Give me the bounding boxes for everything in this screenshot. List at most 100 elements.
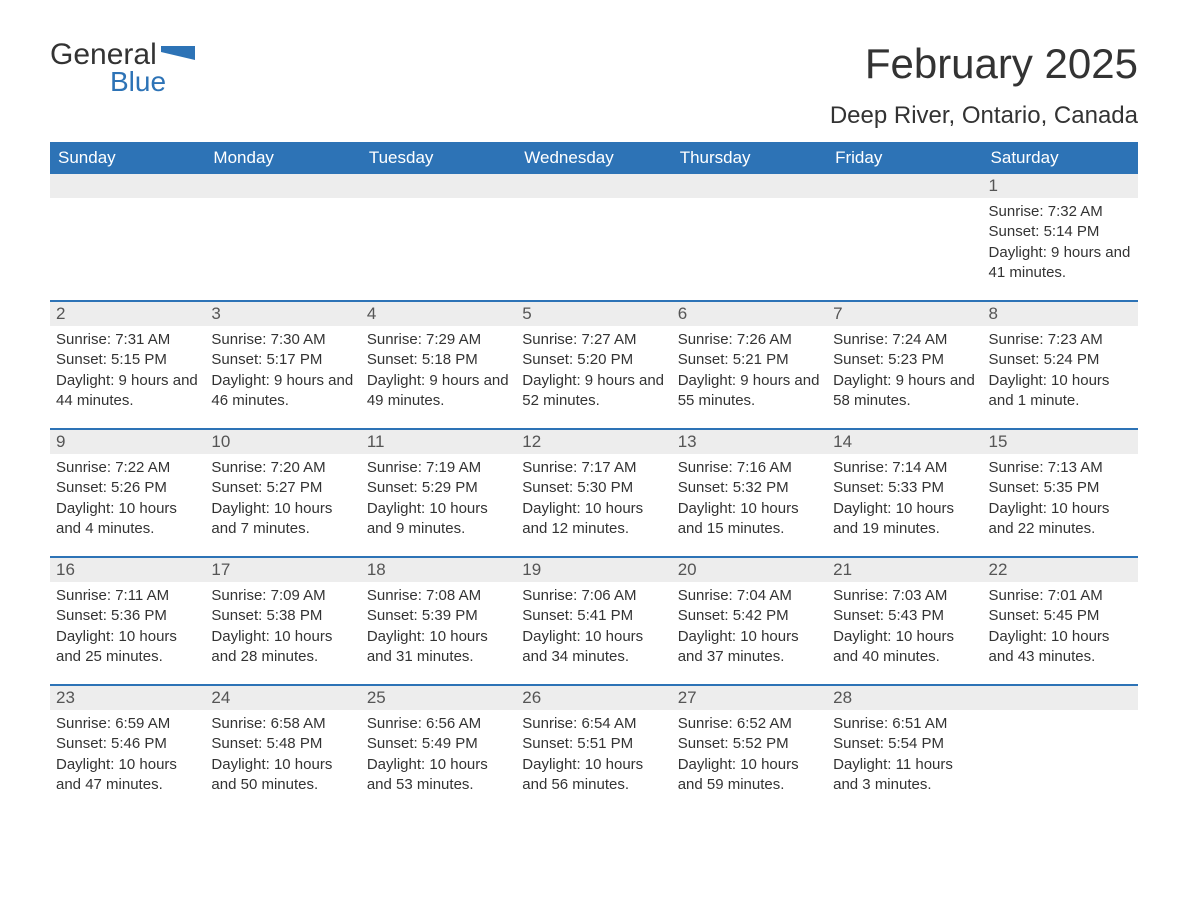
sunset-text: Sunset: 5:39 PM bbox=[367, 606, 510, 626]
day-details: Sunrise: 7:11 AMSunset: 5:36 PMDaylight:… bbox=[50, 582, 205, 677]
day-number: 27 bbox=[672, 686, 827, 710]
day-number: 26 bbox=[516, 686, 671, 710]
flag-icon bbox=[161, 44, 195, 66]
day-cell: 25Sunrise: 6:56 AMSunset: 5:49 PMDayligh… bbox=[361, 686, 516, 812]
day-cell bbox=[50, 174, 205, 300]
sunset-text: Sunset: 5:38 PM bbox=[211, 606, 354, 626]
sunset-text: Sunset: 5:33 PM bbox=[833, 478, 976, 498]
day-details: Sunrise: 7:04 AMSunset: 5:42 PMDaylight:… bbox=[672, 582, 827, 677]
sunrise-text: Sunrise: 7:19 AM bbox=[367, 458, 510, 478]
day-number bbox=[516, 174, 671, 198]
week-row: 2Sunrise: 7:31 AMSunset: 5:15 PMDaylight… bbox=[50, 300, 1138, 428]
day-cell: 22Sunrise: 7:01 AMSunset: 5:45 PMDayligh… bbox=[983, 558, 1138, 684]
day-cell: 19Sunrise: 7:06 AMSunset: 5:41 PMDayligh… bbox=[516, 558, 671, 684]
day-cell bbox=[516, 174, 671, 300]
weekday-header: Sunday bbox=[50, 142, 205, 174]
day-number: 8 bbox=[983, 302, 1138, 326]
week-row: 9Sunrise: 7:22 AMSunset: 5:26 PMDaylight… bbox=[50, 428, 1138, 556]
daylight-text: Daylight: 10 hours and 50 minutes. bbox=[211, 755, 354, 796]
day-cell bbox=[672, 174, 827, 300]
sunset-text: Sunset: 5:29 PM bbox=[367, 478, 510, 498]
sunrise-text: Sunrise: 7:16 AM bbox=[678, 458, 821, 478]
daylight-text: Daylight: 10 hours and 59 minutes. bbox=[678, 755, 821, 796]
sunrise-text: Sunrise: 7:20 AM bbox=[211, 458, 354, 478]
sunrise-text: Sunrise: 7:08 AM bbox=[367, 586, 510, 606]
day-details: Sunrise: 7:24 AMSunset: 5:23 PMDaylight:… bbox=[827, 326, 982, 421]
sunset-text: Sunset: 5:17 PM bbox=[211, 350, 354, 370]
sunset-text: Sunset: 5:21 PM bbox=[678, 350, 821, 370]
daylight-text: Daylight: 10 hours and 47 minutes. bbox=[56, 755, 199, 796]
daylight-text: Daylight: 9 hours and 58 minutes. bbox=[833, 371, 976, 412]
weekday-header: Thursday bbox=[672, 142, 827, 174]
day-number: 18 bbox=[361, 558, 516, 582]
daylight-text: Daylight: 10 hours and 28 minutes. bbox=[211, 627, 354, 668]
sunset-text: Sunset: 5:27 PM bbox=[211, 478, 354, 498]
day-details: Sunrise: 7:16 AMSunset: 5:32 PMDaylight:… bbox=[672, 454, 827, 549]
day-details: Sunrise: 7:26 AMSunset: 5:21 PMDaylight:… bbox=[672, 326, 827, 421]
day-cell bbox=[827, 174, 982, 300]
day-number bbox=[50, 174, 205, 198]
week-row: 1Sunrise: 7:32 AMSunset: 5:14 PMDaylight… bbox=[50, 174, 1138, 300]
sunrise-text: Sunrise: 6:51 AM bbox=[833, 714, 976, 734]
weekday-header: Monday bbox=[205, 142, 360, 174]
daylight-text: Daylight: 10 hours and 43 minutes. bbox=[989, 627, 1132, 668]
sunrise-text: Sunrise: 6:56 AM bbox=[367, 714, 510, 734]
day-cell: 2Sunrise: 7:31 AMSunset: 5:15 PMDaylight… bbox=[50, 302, 205, 428]
daylight-text: Daylight: 10 hours and 12 minutes. bbox=[522, 499, 665, 540]
day-number bbox=[205, 174, 360, 198]
weekday-header: Tuesday bbox=[361, 142, 516, 174]
day-cell: 24Sunrise: 6:58 AMSunset: 5:48 PMDayligh… bbox=[205, 686, 360, 812]
week-row: 23Sunrise: 6:59 AMSunset: 5:46 PMDayligh… bbox=[50, 684, 1138, 812]
location-subtitle: Deep River, Ontario, Canada bbox=[50, 102, 1138, 130]
day-cell: 15Sunrise: 7:13 AMSunset: 5:35 PMDayligh… bbox=[983, 430, 1138, 556]
sunset-text: Sunset: 5:43 PM bbox=[833, 606, 976, 626]
sunrise-text: Sunrise: 6:58 AM bbox=[211, 714, 354, 734]
daylight-text: Daylight: 10 hours and 56 minutes. bbox=[522, 755, 665, 796]
day-cell bbox=[361, 174, 516, 300]
daylight-text: Daylight: 10 hours and 40 minutes. bbox=[833, 627, 976, 668]
day-details: Sunrise: 7:14 AMSunset: 5:33 PMDaylight:… bbox=[827, 454, 982, 549]
day-details: Sunrise: 7:13 AMSunset: 5:35 PMDaylight:… bbox=[983, 454, 1138, 549]
sunset-text: Sunset: 5:14 PM bbox=[989, 222, 1132, 242]
day-number: 24 bbox=[205, 686, 360, 710]
day-number: 13 bbox=[672, 430, 827, 454]
day-cell: 16Sunrise: 7:11 AMSunset: 5:36 PMDayligh… bbox=[50, 558, 205, 684]
sunset-text: Sunset: 5:54 PM bbox=[833, 734, 976, 754]
day-number: 15 bbox=[983, 430, 1138, 454]
daylight-text: Daylight: 9 hours and 41 minutes. bbox=[989, 243, 1132, 284]
day-cell: 14Sunrise: 7:14 AMSunset: 5:33 PMDayligh… bbox=[827, 430, 982, 556]
daylight-text: Daylight: 9 hours and 52 minutes. bbox=[522, 371, 665, 412]
day-cell: 3Sunrise: 7:30 AMSunset: 5:17 PMDaylight… bbox=[205, 302, 360, 428]
page-title: February 2025 bbox=[865, 40, 1138, 88]
day-number: 28 bbox=[827, 686, 982, 710]
sunrise-text: Sunrise: 7:01 AM bbox=[989, 586, 1132, 606]
day-details: Sunrise: 6:51 AMSunset: 5:54 PMDaylight:… bbox=[827, 710, 982, 805]
day-cell bbox=[205, 174, 360, 300]
sunset-text: Sunset: 5:45 PM bbox=[989, 606, 1132, 626]
day-number bbox=[361, 174, 516, 198]
day-cell: 5Sunrise: 7:27 AMSunset: 5:20 PMDaylight… bbox=[516, 302, 671, 428]
day-details: Sunrise: 7:23 AMSunset: 5:24 PMDaylight:… bbox=[983, 326, 1138, 421]
day-details: Sunrise: 7:22 AMSunset: 5:26 PMDaylight:… bbox=[50, 454, 205, 549]
day-cell: 8Sunrise: 7:23 AMSunset: 5:24 PMDaylight… bbox=[983, 302, 1138, 428]
calendar: Sunday Monday Tuesday Wednesday Thursday… bbox=[50, 142, 1138, 812]
day-number: 4 bbox=[361, 302, 516, 326]
sunset-text: Sunset: 5:23 PM bbox=[833, 350, 976, 370]
day-number: 19 bbox=[516, 558, 671, 582]
day-cell: 12Sunrise: 7:17 AMSunset: 5:30 PMDayligh… bbox=[516, 430, 671, 556]
day-number bbox=[827, 174, 982, 198]
day-cell: 18Sunrise: 7:08 AMSunset: 5:39 PMDayligh… bbox=[361, 558, 516, 684]
sunset-text: Sunset: 5:51 PM bbox=[522, 734, 665, 754]
day-number: 6 bbox=[672, 302, 827, 326]
daylight-text: Daylight: 10 hours and 25 minutes. bbox=[56, 627, 199, 668]
day-details: Sunrise: 7:19 AMSunset: 5:29 PMDaylight:… bbox=[361, 454, 516, 549]
daylight-text: Daylight: 10 hours and 19 minutes. bbox=[833, 499, 976, 540]
daylight-text: Daylight: 11 hours and 3 minutes. bbox=[833, 755, 976, 796]
day-number: 14 bbox=[827, 430, 982, 454]
sunrise-text: Sunrise: 6:59 AM bbox=[56, 714, 199, 734]
day-number: 21 bbox=[827, 558, 982, 582]
sunset-text: Sunset: 5:20 PM bbox=[522, 350, 665, 370]
day-details: Sunrise: 6:59 AMSunset: 5:46 PMDaylight:… bbox=[50, 710, 205, 805]
day-cell: 13Sunrise: 7:16 AMSunset: 5:32 PMDayligh… bbox=[672, 430, 827, 556]
daylight-text: Daylight: 10 hours and 15 minutes. bbox=[678, 499, 821, 540]
